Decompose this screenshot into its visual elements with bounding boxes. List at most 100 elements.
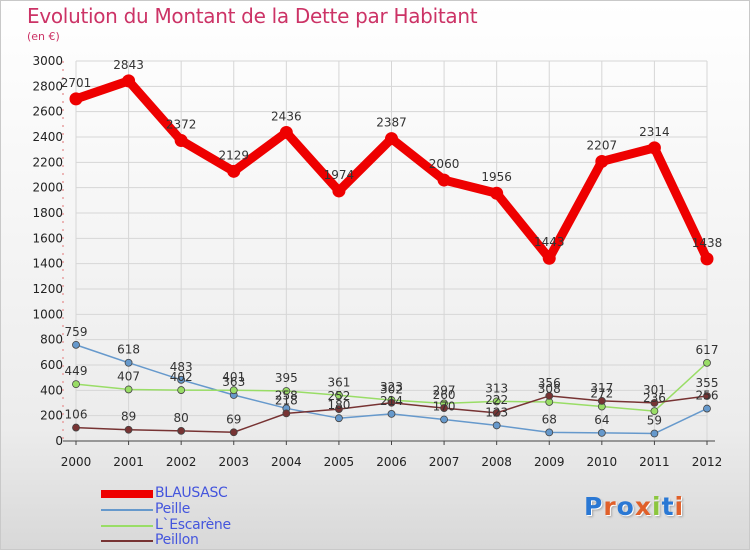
x-tick-label: 2010	[587, 455, 618, 469]
x-tick-label: 2003	[218, 455, 249, 469]
y-tick-label: 1400	[32, 257, 63, 271]
legend-item-peillon: Peillon	[101, 532, 301, 548]
data-point	[177, 426, 186, 435]
data-point	[703, 392, 711, 400]
data-label: 308	[538, 382, 561, 396]
data-point	[335, 391, 343, 400]
data-label: 64	[594, 413, 609, 427]
data-point	[492, 408, 501, 417]
data-point	[440, 415, 448, 424]
y-tick-label: 2200	[32, 155, 63, 169]
data-point	[72, 340, 80, 349]
data-label: 363	[222, 375, 245, 389]
data-point	[177, 386, 186, 394]
data-label: 402	[170, 370, 193, 384]
data-label: 317	[590, 381, 613, 395]
series-lines	[69, 74, 714, 438]
x-tick-label: 2006	[376, 455, 407, 469]
data-label: 323	[380, 380, 403, 394]
data-point	[545, 392, 554, 400]
data-label: 361	[327, 375, 350, 389]
data-point	[335, 414, 343, 423]
legend-swatch-blausasc	[101, 490, 153, 498]
data-point	[542, 251, 556, 265]
data-point	[387, 398, 396, 407]
data-point	[387, 409, 396, 418]
data-label: 449	[65, 364, 88, 378]
data-point	[385, 132, 398, 146]
logo-letter: i	[674, 492, 685, 521]
data-label: 1956	[481, 170, 512, 184]
data-label: 395	[275, 371, 298, 385]
data-point	[650, 398, 659, 407]
data-label: 258	[275, 388, 298, 402]
legend-item-blausasc: BLAUSASC	[101, 485, 301, 501]
data-point	[124, 358, 133, 367]
y-tick-label: 2600	[32, 105, 63, 119]
y-tick-label: 1000	[32, 307, 63, 321]
data-label: 2372	[166, 118, 197, 132]
data-label: 302	[380, 383, 403, 397]
data-label: 2701	[61, 76, 92, 90]
data-point	[545, 428, 554, 437]
x-tick-label: 2004	[271, 455, 302, 469]
data-point	[122, 74, 136, 88]
logo-letter: x	[634, 492, 652, 521]
data-point	[647, 141, 661, 155]
y-tick-label: 2800	[32, 79, 63, 93]
x-tick-label: 2005	[324, 455, 355, 469]
data-point	[700, 252, 714, 266]
data-label: 2436	[271, 109, 302, 123]
data-point	[703, 404, 711, 413]
y-tick-label: 600	[40, 358, 63, 372]
data-point	[124, 425, 133, 434]
data-point	[229, 386, 238, 395]
data-label: 2387	[376, 116, 407, 130]
data-label: 80	[174, 411, 189, 425]
data-point	[72, 423, 80, 432]
data-label: 260	[433, 388, 456, 402]
data-point	[597, 428, 606, 437]
data-point	[492, 421, 501, 430]
data-label: 618	[117, 343, 140, 357]
data-point	[282, 387, 291, 395]
data-point	[227, 164, 241, 178]
x-tick-label: 2002	[166, 455, 197, 469]
data-label: 2843	[113, 58, 144, 72]
data-label: 218	[275, 393, 298, 407]
data-label: 356	[538, 376, 561, 390]
y-tick-label: 1600	[32, 231, 63, 245]
chart-title: Evolution du Montant de la Dette par Hab…	[27, 4, 478, 28]
data-label: 2129	[218, 148, 249, 162]
data-label: 1974	[324, 168, 355, 182]
x-tick-label: 2007	[429, 455, 460, 469]
data-label: 256	[696, 389, 719, 403]
y-tick-label: 1800	[32, 206, 63, 220]
data-label: 236	[643, 391, 666, 405]
data-point	[490, 186, 504, 200]
data-point	[437, 173, 451, 187]
data-label: 106	[65, 408, 88, 422]
y-tick-label: 0	[55, 434, 63, 448]
data-label: 297	[433, 383, 456, 397]
logo-letter: P	[584, 492, 604, 521]
axes: 0 200 400 600 800 1000 1200 1400 1600 1800 2000 220…	[32, 54, 722, 469]
y-tick-label: 200	[40, 409, 63, 423]
y-tick-label: 2400	[32, 130, 63, 144]
y-tick-label: 400	[40, 383, 63, 397]
data-point	[650, 429, 659, 438]
data-label: 407	[117, 369, 140, 383]
chart-subtitle: (en €)	[27, 30, 60, 43]
data-label: 272	[590, 387, 613, 401]
data-point	[279, 125, 293, 139]
y-tick-label: 2000	[32, 181, 63, 195]
y-tick-label: 3000	[32, 54, 63, 68]
logo-letter: r	[603, 492, 617, 521]
legend-item-peille: Peille	[101, 501, 301, 517]
legend-label-peille: Peille	[155, 501, 191, 517]
legend-label-peillon: Peillon	[155, 532, 199, 548]
y-tick-label: 1200	[32, 282, 63, 296]
y-tick-label: 800	[40, 333, 63, 347]
